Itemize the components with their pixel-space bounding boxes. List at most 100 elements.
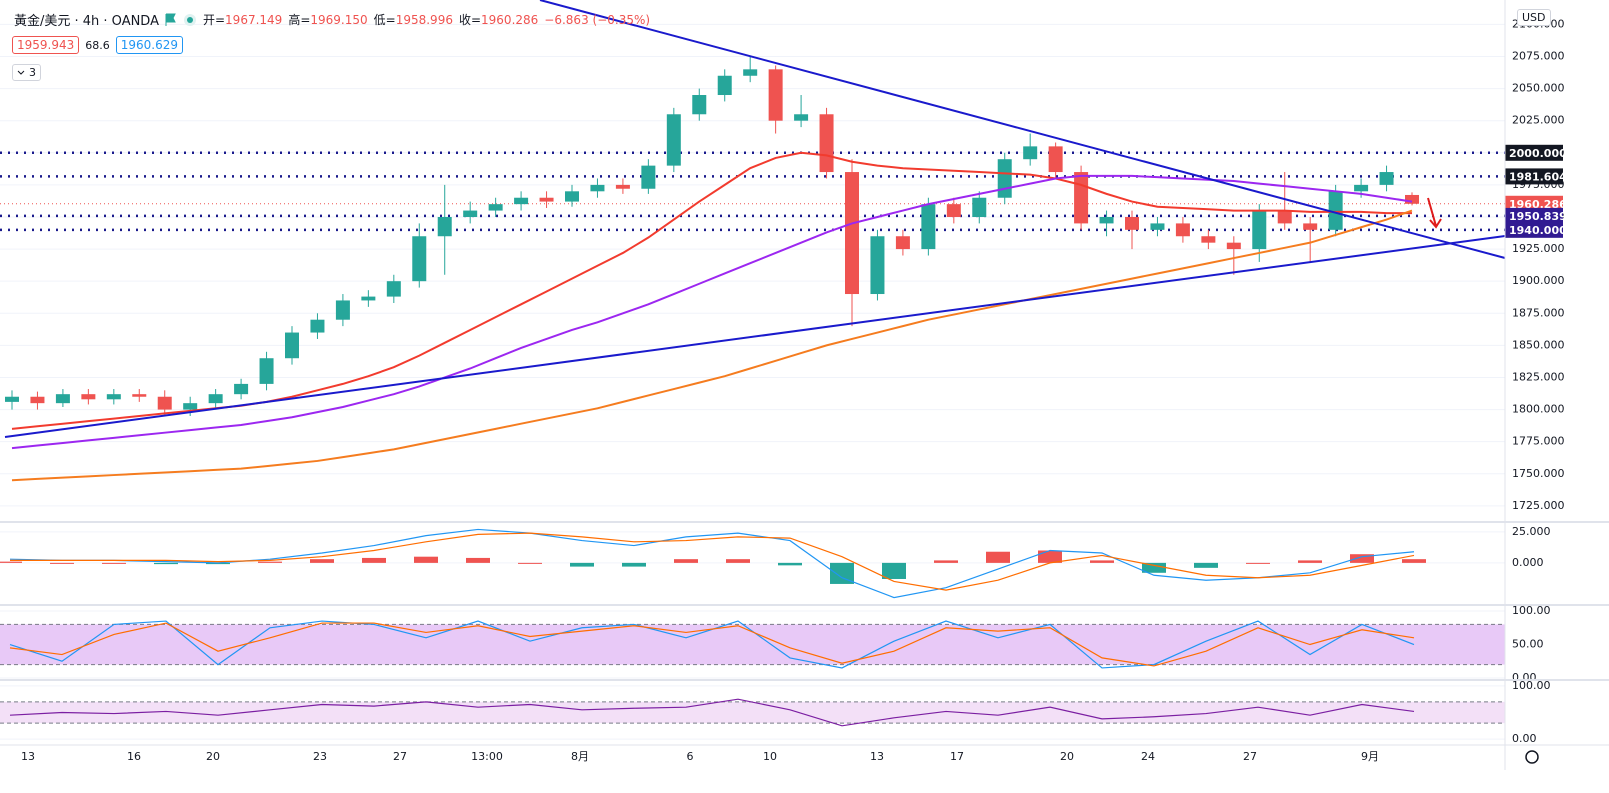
x-tick-label: 27 bbox=[393, 750, 407, 763]
settings-icon[interactable] bbox=[1525, 750, 1539, 764]
x-tick-label: 8月 bbox=[571, 750, 589, 763]
x-tick-label: 20 bbox=[1060, 750, 1074, 763]
price-tag bbox=[1505, 195, 1563, 212]
histogram-bar bbox=[1246, 562, 1270, 564]
candle-body bbox=[743, 69, 758, 76]
price-tag-label: 1950.839 bbox=[1509, 210, 1567, 223]
currency[interactable]: USD bbox=[1517, 9, 1551, 26]
candle-body bbox=[1328, 191, 1343, 230]
histogram-bar bbox=[934, 560, 958, 563]
series-line bbox=[11, 174, 1413, 450]
y-tick-label: 1775.000 bbox=[1512, 435, 1565, 448]
candle-body bbox=[590, 184, 605, 192]
histogram-bar bbox=[726, 559, 750, 563]
x-tick-label: 16 bbox=[127, 750, 141, 763]
candle-body bbox=[1099, 216, 1114, 224]
histogram-bar bbox=[206, 562, 230, 565]
histogram-bar bbox=[570, 562, 594, 567]
status-dot bbox=[183, 13, 196, 26]
candle-body bbox=[565, 191, 579, 202]
header-row: 黃金/美元 · 4h · OANDA 开=1967.149 高=1969.150… bbox=[14, 10, 650, 30]
candle-body bbox=[361, 296, 376, 301]
candle-body bbox=[870, 236, 885, 295]
candle-body bbox=[183, 403, 198, 410]
price-tag-label: 2000.000 bbox=[1509, 147, 1567, 160]
indicator-toggle[interactable]: 3 bbox=[12, 64, 41, 81]
series-line bbox=[11, 209, 1413, 482]
currency-label: USD bbox=[1517, 9, 1551, 26]
x-tick-label: 23 bbox=[313, 750, 327, 763]
candle-body bbox=[666, 114, 681, 166]
x-tick-label: 17 bbox=[950, 750, 964, 763]
candle-body bbox=[463, 210, 478, 217]
histogram-bar bbox=[1350, 554, 1374, 563]
histogram-bar bbox=[466, 557, 490, 563]
candle-body bbox=[1379, 172, 1394, 185]
x-tick-label: 13 bbox=[870, 750, 884, 763]
candle-body bbox=[5, 396, 19, 402]
candle-body bbox=[234, 383, 249, 395]
price-tag-label: 1981.604 bbox=[1509, 170, 1567, 183]
histogram-bar bbox=[50, 562, 74, 564]
candle-body bbox=[412, 236, 427, 282]
label: 低= bbox=[373, 13, 396, 27]
histogram-bar bbox=[1298, 560, 1322, 563]
histogram-bar bbox=[674, 559, 698, 563]
x-tick-label: 13:00 bbox=[471, 750, 503, 763]
candle-body bbox=[310, 319, 325, 333]
quote-row: 1959.943 68.6 1960.629 bbox=[12, 36, 184, 54]
label: 开= bbox=[202, 13, 226, 27]
price-tag bbox=[1505, 207, 1563, 224]
candle-body bbox=[1226, 242, 1241, 250]
histogram-bar bbox=[414, 556, 438, 563]
y-tick-label: 2050.000 bbox=[1512, 82, 1565, 95]
label: 收= bbox=[458, 13, 482, 27]
x-tick-label: 24 bbox=[1141, 750, 1155, 763]
candle-body bbox=[1277, 210, 1292, 224]
candle-body bbox=[794, 114, 809, 121]
y-tick-label: 50.00 bbox=[1512, 638, 1544, 651]
x-tick-label: 13 bbox=[21, 750, 35, 763]
value: 1960.286 bbox=[481, 13, 539, 27]
candle-body bbox=[921, 204, 936, 250]
x-tick-label: 10 bbox=[763, 750, 777, 763]
price-tag bbox=[1505, 144, 1563, 161]
value: 1958.996 bbox=[395, 13, 453, 27]
histogram-bar bbox=[362, 557, 386, 563]
y-tick-label: 1900.000 bbox=[1512, 274, 1565, 287]
histogram-bar bbox=[258, 561, 282, 563]
histogram-bar bbox=[1194, 562, 1218, 568]
trend-line bbox=[539, 0, 1506, 259]
x-tick-label: 6 bbox=[687, 750, 694, 763]
bid[interactable]: 1959.943 bbox=[12, 36, 80, 54]
candle-body bbox=[895, 236, 910, 250]
spread: 68.6 bbox=[85, 38, 110, 52]
candle-body bbox=[972, 197, 987, 217]
candle-body bbox=[1405, 194, 1419, 204]
price-tag-label: 1940.000 bbox=[1509, 224, 1567, 237]
ask[interactable]: 1960.629 bbox=[115, 36, 184, 54]
candle-body bbox=[692, 95, 707, 115]
histogram-bar bbox=[778, 562, 802, 566]
candle-body bbox=[1354, 184, 1369, 192]
candle-body bbox=[514, 197, 529, 205]
y-tick-label: 1825.000 bbox=[1512, 370, 1565, 383]
histogram-bar bbox=[1038, 550, 1062, 563]
band bbox=[0, 701, 1505, 724]
y-tick-label: 2025.000 bbox=[1512, 114, 1565, 127]
x-tick-label: 20 bbox=[206, 750, 220, 763]
candle-body bbox=[386, 281, 401, 297]
candle-body bbox=[717, 75, 732, 96]
x-tick-label: 9月 bbox=[1361, 750, 1379, 763]
candle-body bbox=[1125, 216, 1139, 230]
x-tick-label: 27 bbox=[1243, 750, 1257, 763]
candle-body bbox=[285, 332, 299, 359]
value: 1969.150 bbox=[310, 13, 368, 27]
series-line bbox=[9, 698, 1415, 727]
candle-body bbox=[1023, 146, 1038, 160]
trend-line bbox=[4, 235, 1506, 438]
candle-body bbox=[1074, 172, 1089, 224]
histogram-bar bbox=[518, 562, 542, 564]
